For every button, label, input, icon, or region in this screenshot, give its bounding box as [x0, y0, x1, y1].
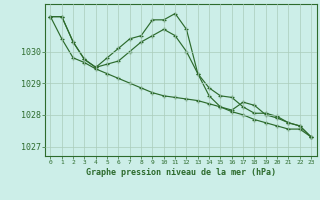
X-axis label: Graphe pression niveau de la mer (hPa): Graphe pression niveau de la mer (hPa) — [86, 168, 276, 177]
